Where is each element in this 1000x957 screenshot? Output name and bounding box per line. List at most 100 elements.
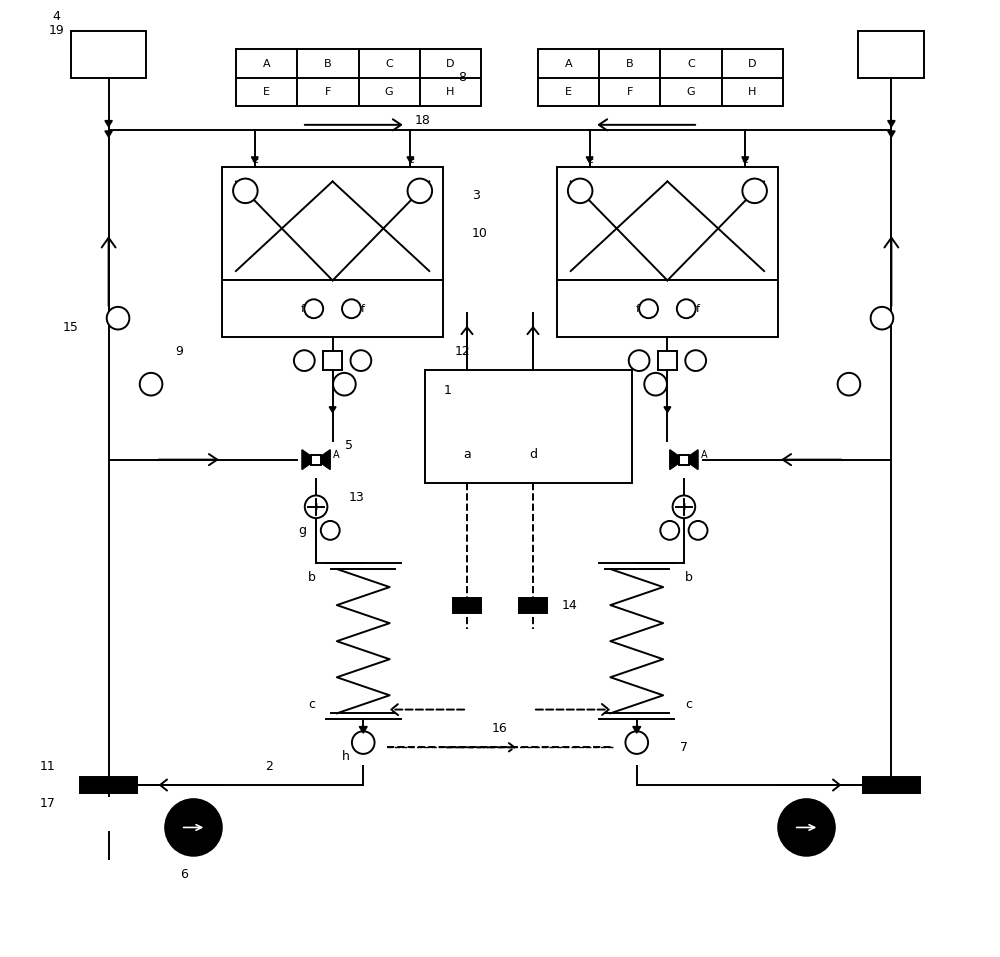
Text: 2: 2 (265, 760, 273, 772)
Circle shape (838, 373, 860, 395)
Circle shape (140, 373, 162, 395)
Bar (538, 50, 783, 106)
Text: a: a (463, 449, 471, 461)
Text: C: C (385, 58, 393, 69)
Text: A: A (701, 451, 708, 460)
Text: 8: 8 (458, 71, 466, 84)
Text: F: F (626, 87, 633, 97)
Text: h: h (342, 750, 350, 764)
Bar (557, 280, 778, 337)
Polygon shape (742, 157, 749, 163)
Circle shape (660, 521, 679, 540)
Circle shape (685, 350, 706, 371)
Text: e: e (586, 155, 593, 165)
Text: f: f (696, 303, 700, 314)
Text: E: E (565, 87, 572, 97)
Polygon shape (329, 407, 336, 412)
Polygon shape (105, 131, 112, 137)
Bar (323, 351, 342, 370)
Circle shape (629, 350, 649, 371)
Polygon shape (670, 450, 684, 470)
Circle shape (107, 307, 129, 329)
Bar (679, 455, 689, 464)
Circle shape (233, 179, 258, 203)
Text: 14: 14 (561, 599, 577, 612)
Text: f: f (361, 303, 365, 314)
Bar (557, 167, 778, 280)
Text: 7: 7 (680, 741, 688, 754)
Circle shape (165, 799, 222, 856)
Text: B: B (626, 58, 633, 69)
Text: 9: 9 (175, 345, 183, 358)
Text: B: B (324, 58, 332, 69)
Text: 17: 17 (39, 797, 55, 811)
Circle shape (742, 179, 767, 203)
Text: d: d (529, 449, 537, 461)
Text: b: b (685, 571, 693, 584)
Text: f: f (635, 303, 639, 314)
Text: +: + (312, 501, 320, 512)
Polygon shape (684, 450, 698, 470)
Polygon shape (359, 726, 367, 733)
Circle shape (294, 350, 315, 371)
Polygon shape (888, 131, 895, 137)
Circle shape (677, 300, 696, 318)
Bar (71, 31, 146, 78)
Bar (519, 598, 547, 613)
Text: b: b (307, 571, 315, 584)
Text: e: e (407, 155, 414, 165)
Text: c: c (308, 699, 315, 711)
Text: 1: 1 (443, 384, 451, 397)
Circle shape (673, 496, 695, 518)
Bar (453, 598, 481, 613)
Bar (80, 777, 137, 792)
Text: e: e (251, 155, 258, 165)
Circle shape (871, 307, 893, 329)
Text: A: A (565, 58, 572, 69)
Text: 3: 3 (472, 189, 480, 202)
Text: c: c (685, 699, 692, 711)
Text: G: G (385, 87, 393, 97)
Text: C: C (687, 58, 695, 69)
Text: g: g (299, 523, 307, 537)
Text: 11: 11 (39, 760, 55, 772)
Circle shape (778, 799, 835, 856)
Bar (236, 50, 481, 106)
Text: D: D (748, 58, 757, 69)
Circle shape (644, 373, 667, 395)
Polygon shape (251, 157, 258, 163)
Circle shape (342, 300, 361, 318)
Text: 18: 18 (415, 114, 431, 126)
Bar (222, 167, 443, 280)
Bar (425, 370, 632, 483)
Bar (222, 280, 443, 337)
Text: f: f (300, 303, 304, 314)
Text: 19: 19 (49, 24, 65, 37)
Polygon shape (302, 450, 316, 470)
Circle shape (351, 350, 371, 371)
Text: +: + (680, 501, 688, 512)
Circle shape (689, 521, 707, 540)
Polygon shape (633, 726, 641, 733)
Text: 6: 6 (180, 868, 188, 881)
Text: E: E (263, 87, 270, 97)
Circle shape (408, 179, 432, 203)
Polygon shape (407, 157, 414, 163)
Text: 4: 4 (53, 10, 61, 23)
Polygon shape (316, 450, 330, 470)
Polygon shape (105, 121, 112, 126)
Text: D: D (446, 58, 455, 69)
Bar (858, 31, 924, 78)
Text: 16: 16 (492, 722, 508, 735)
Text: e: e (742, 155, 749, 165)
Text: 10: 10 (472, 227, 488, 240)
Circle shape (625, 731, 648, 754)
Text: 5: 5 (345, 439, 353, 452)
Circle shape (321, 521, 340, 540)
Circle shape (639, 300, 658, 318)
Bar (863, 777, 920, 792)
Text: 13: 13 (349, 491, 365, 504)
Text: 12: 12 (454, 345, 470, 358)
Circle shape (568, 179, 592, 203)
Text: A: A (263, 58, 270, 69)
